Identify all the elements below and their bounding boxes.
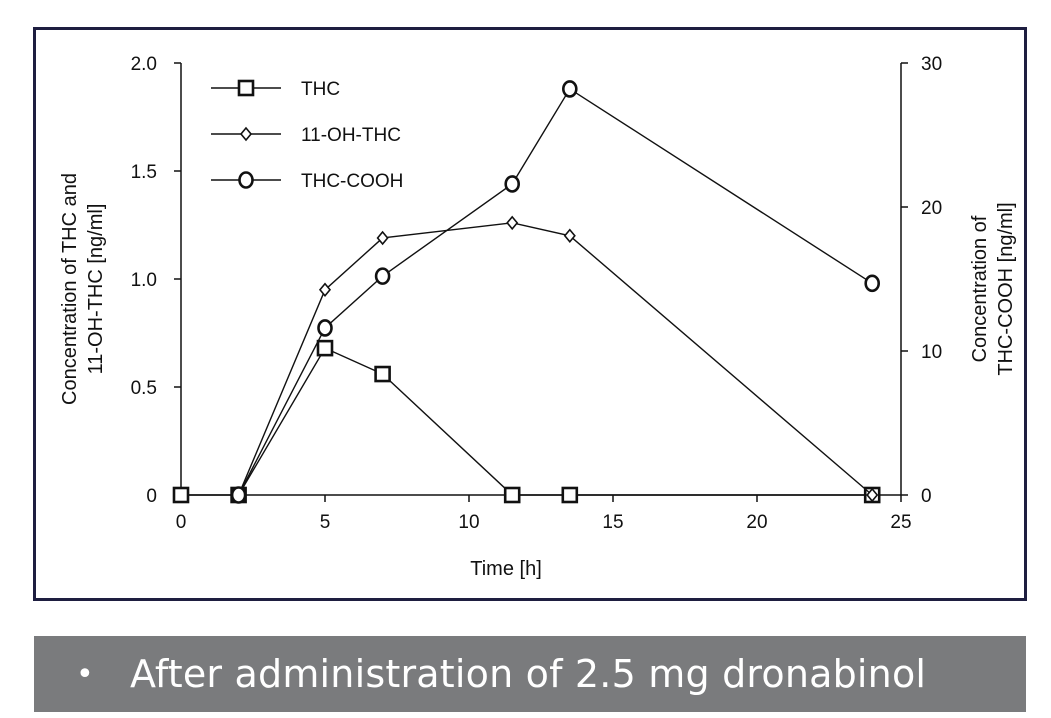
x-tick-label: 15 xyxy=(602,512,623,533)
data-point-thc-cooh xyxy=(561,80,578,98)
legend-marker-thc xyxy=(237,79,255,97)
legend-label-thc-cooh: THC-COOH xyxy=(301,171,403,192)
legend-label-thc: THC xyxy=(301,79,340,100)
y-left-tick-label: 1.0 xyxy=(131,270,157,291)
y-right-tick-label: 30 xyxy=(921,54,942,75)
y-left-axis-label: Concentration of THC and xyxy=(59,173,81,405)
series-line-thc xyxy=(181,347,873,496)
data-point-thc xyxy=(561,486,579,504)
y-left-axis-label: 11-OH-THC [ng/ml] xyxy=(85,204,107,375)
x-tick-label: 5 xyxy=(320,512,331,533)
y-right-tick-label: 0 xyxy=(921,486,932,507)
y-right-axis-label: THC-COOH [ng/ml] xyxy=(995,202,1017,375)
x-tick-label: 25 xyxy=(890,512,911,533)
data-point-thc xyxy=(172,486,190,504)
chart-frame: 0 5 10 15 20 25 0 0.5 1.0 1.5 2.0 0 10 20 30 Time [h] Co… xyxy=(33,27,1027,601)
data-point-thc-cooh xyxy=(317,319,333,337)
data-point-thc-cooh xyxy=(374,267,391,285)
data-point-thc-cooh xyxy=(230,486,247,504)
data-point-thc-cooh xyxy=(504,175,521,193)
y-left-tick-label: 0.5 xyxy=(131,378,157,399)
x-tick-label: 20 xyxy=(746,512,767,533)
y-left-tick-label: 1.5 xyxy=(131,162,157,183)
series-line-thc-cooh xyxy=(237,87,873,496)
y-right-tick-label: 10 xyxy=(921,342,942,363)
y-left-tick-label: 0 xyxy=(146,486,157,507)
data-point-thc xyxy=(316,339,334,357)
data-point-11-oh-thc xyxy=(376,230,389,246)
y-right-axis-label: Concentration of xyxy=(969,215,991,362)
caption-banner: • After administration of 2.5 mg dronabi… xyxy=(34,636,1026,712)
data-point-thc xyxy=(374,365,391,383)
caption-text: After administration of 2.5 mg dronabino… xyxy=(130,652,927,696)
x-tick-label: 10 xyxy=(458,512,479,533)
y-right-tick-label: 20 xyxy=(921,198,942,219)
data-point-11-oh-thc xyxy=(506,215,519,231)
data-point-thc xyxy=(503,486,521,504)
legend-marker-11-oh-thc xyxy=(239,126,253,142)
x-tick-label: 0 xyxy=(176,512,187,533)
x-axis-label: Time [h] xyxy=(470,558,542,580)
line-chart: 0 5 10 15 20 25 0 0.5 1.0 1.5 2.0 0 10 20 30 Time [h] Co… xyxy=(59,54,1017,580)
series-line-11-oh-thc xyxy=(237,222,873,496)
legend-label-11-oh-thc: 11-OH-THC xyxy=(301,125,401,146)
data-point-thc-cooh xyxy=(864,274,881,293)
bullet-icon: • xyxy=(76,656,94,692)
y-left-tick-label: 2.0 xyxy=(131,54,157,75)
data-point-11-oh-thc xyxy=(318,282,332,298)
data-point-11-oh-thc xyxy=(866,487,879,503)
legend-marker-thc-cooh xyxy=(238,171,254,189)
data-point-11-oh-thc xyxy=(563,228,576,244)
